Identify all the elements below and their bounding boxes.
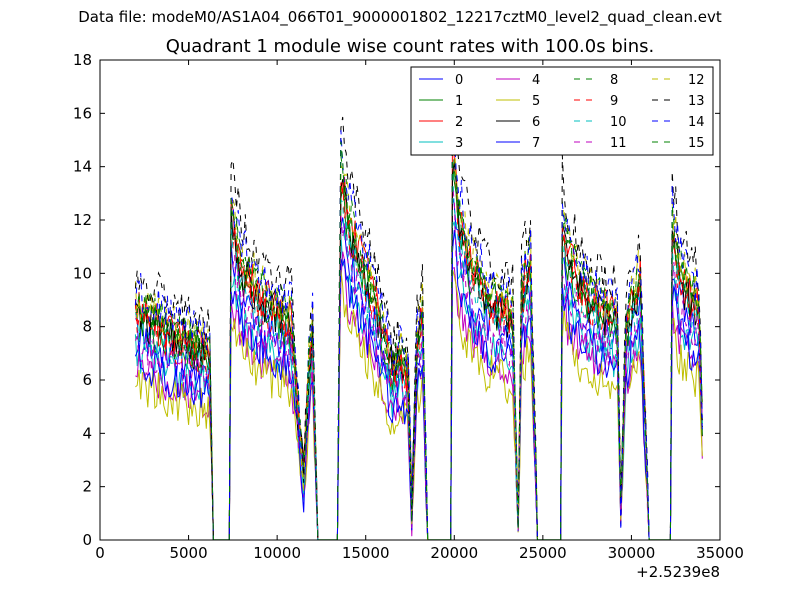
series-line-9 xyxy=(134,162,703,540)
series-line-11 xyxy=(134,185,703,540)
legend-label: 10 xyxy=(610,115,627,130)
y-tick-label: 4 xyxy=(82,424,92,442)
legend-label: 14 xyxy=(688,115,705,130)
legend-item-5: 5 xyxy=(496,94,540,109)
series-line-14 xyxy=(134,117,703,540)
legend-label: 4 xyxy=(532,73,540,88)
x-tick-label: 20000 xyxy=(430,544,478,562)
legend-item-3: 3 xyxy=(419,136,463,151)
legend-item-14: 14 xyxy=(652,115,705,130)
x-tick-label: 5000 xyxy=(169,544,207,562)
legend-label: 13 xyxy=(688,94,705,109)
legend-label: 8 xyxy=(610,73,618,88)
legend-item-10: 10 xyxy=(574,115,627,130)
y-tick-label: 8 xyxy=(82,318,92,336)
x-tick-label: 0 xyxy=(95,544,105,562)
legend-label: 1 xyxy=(455,94,463,109)
x-tick-label: 30000 xyxy=(608,544,656,562)
legend-label: 12 xyxy=(688,73,705,88)
legend-label: 11 xyxy=(610,136,627,151)
series-line-12 xyxy=(134,109,703,540)
series-layer xyxy=(134,78,703,540)
legend-box xyxy=(410,66,714,156)
x-tick-label: 15000 xyxy=(342,544,390,562)
legend-item-0: 0 xyxy=(419,73,463,88)
legend-item-7: 7 xyxy=(496,136,540,151)
series-line-7 xyxy=(134,230,703,540)
legend-item-2: 2 xyxy=(419,115,463,130)
legend-item-6: 6 xyxy=(496,115,540,130)
series-line-15 xyxy=(135,133,703,540)
legend-item-13: 13 xyxy=(652,94,705,109)
legend-item-1: 1 xyxy=(419,94,463,109)
legend-item-15: 15 xyxy=(652,136,705,151)
y-tick-label: 0 xyxy=(82,531,92,549)
legend-item-4: 4 xyxy=(496,73,540,88)
legend-label: 7 xyxy=(532,136,540,151)
plot-area-frame xyxy=(99,59,721,541)
y-tick-label: 2 xyxy=(82,478,92,496)
legend-label: 2 xyxy=(455,115,463,130)
y-tick-label: 10 xyxy=(73,264,92,282)
x-tick-label: 25000 xyxy=(519,544,567,562)
chart-title: Quadrant 1 module wise count rates with … xyxy=(165,36,655,57)
legend-item-12: 12 xyxy=(652,73,705,88)
legend-item-11: 11 xyxy=(574,136,627,151)
y-tick-label: 6 xyxy=(82,371,92,389)
series-line-10 xyxy=(134,165,703,540)
legend-item-8: 8 xyxy=(574,73,618,88)
x-tick-label: 10000 xyxy=(253,544,301,562)
legend-label: 9 xyxy=(610,94,618,109)
figure-suptitle: Data file: modeM0/AS1A04_066T01_90000018… xyxy=(78,8,722,26)
legend-label: 15 xyxy=(688,136,705,151)
legend-label: 5 xyxy=(532,94,540,109)
legend-item-9: 9 xyxy=(574,94,618,109)
y-tick-label: 12 xyxy=(73,211,92,229)
x-axis: 0 5000 10000 15000 20000 25000 30000 35000 xyxy=(95,60,744,562)
y-tick-label: 16 xyxy=(73,104,92,122)
x-axis-offset-label: +2.5239e8 xyxy=(636,563,720,581)
x-tick-label: 35000 xyxy=(696,544,744,562)
y-tick-label: 18 xyxy=(73,51,92,69)
legend-label: 0 xyxy=(455,73,463,88)
legend-label: 6 xyxy=(532,115,540,130)
y-tick-label: 14 xyxy=(73,158,92,176)
legend-label: 3 xyxy=(455,136,463,151)
